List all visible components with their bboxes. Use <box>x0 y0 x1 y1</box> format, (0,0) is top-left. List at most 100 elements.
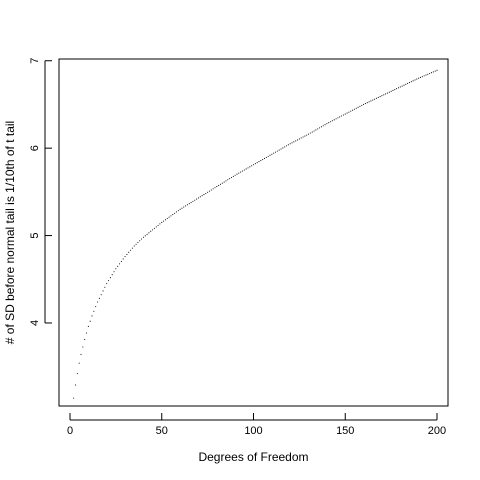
data-point <box>408 82 411 84</box>
data-point <box>355 107 357 109</box>
data-point <box>212 188 214 190</box>
data-point <box>155 226 157 228</box>
data-point <box>427 73 429 75</box>
data-point <box>133 245 135 247</box>
data-point <box>267 155 269 157</box>
data-point <box>425 74 427 76</box>
data-point <box>313 130 315 132</box>
data-point <box>229 178 231 180</box>
data-point <box>344 113 346 115</box>
data-point <box>285 145 288 147</box>
data-point <box>170 215 172 217</box>
data-point <box>436 69 438 71</box>
data-point <box>306 134 308 136</box>
data-point <box>410 81 412 83</box>
data-point <box>388 91 390 93</box>
data-point <box>397 87 400 89</box>
data-point <box>137 242 139 244</box>
data-point <box>401 85 403 87</box>
data-point <box>166 217 168 220</box>
data-point <box>144 235 146 237</box>
data-point <box>333 119 335 121</box>
data-point <box>241 170 244 172</box>
data-point <box>396 88 398 90</box>
data-point <box>339 116 341 118</box>
data-point <box>95 306 97 308</box>
data-point <box>320 126 322 128</box>
data-point <box>207 191 209 193</box>
data-point <box>317 128 319 130</box>
data-point <box>293 141 295 143</box>
data-point <box>216 186 218 188</box>
data-points <box>73 69 438 399</box>
data-point <box>210 189 212 191</box>
data-point <box>282 147 284 149</box>
data-point <box>120 260 122 262</box>
data-point <box>201 195 203 197</box>
data-point <box>350 110 352 112</box>
data-point <box>383 94 385 96</box>
data-point <box>392 89 394 92</box>
data-point <box>319 127 321 129</box>
data-point <box>335 118 337 120</box>
data-point <box>232 175 234 177</box>
data-point <box>274 151 277 153</box>
data-point <box>330 121 332 123</box>
data-point <box>205 192 207 194</box>
data-point <box>163 220 165 222</box>
data-point <box>251 165 253 167</box>
data-point <box>159 223 161 225</box>
data-point <box>113 271 115 273</box>
data-point <box>366 102 368 104</box>
data-point <box>304 135 306 137</box>
x-tick-label: 200 <box>428 425 446 437</box>
data-point <box>364 103 366 105</box>
data-point <box>377 96 379 99</box>
data-point <box>245 168 247 170</box>
data-point <box>221 182 223 184</box>
data-point <box>337 117 339 119</box>
data-point <box>324 124 326 126</box>
data-point <box>96 301 99 303</box>
data-point <box>300 137 302 139</box>
data-point <box>109 277 111 279</box>
data-point <box>214 187 216 189</box>
data-point <box>238 172 240 174</box>
data-point <box>296 139 299 141</box>
data-point <box>291 142 293 144</box>
data-point <box>192 200 194 202</box>
data-point <box>172 214 174 216</box>
data-point <box>302 136 304 138</box>
data-point <box>418 77 420 79</box>
data-point <box>429 72 431 75</box>
data-point <box>368 101 370 103</box>
data-point <box>381 95 383 97</box>
data-point <box>375 97 377 99</box>
x-tick-label: 0 <box>67 425 73 437</box>
data-point <box>359 105 361 107</box>
data-point <box>194 199 196 201</box>
data-point <box>130 249 132 251</box>
data-point <box>98 297 100 299</box>
data-point <box>122 258 124 260</box>
data-point <box>280 148 282 150</box>
data-point <box>372 99 374 101</box>
data-point <box>352 109 354 111</box>
data-point <box>73 397 75 399</box>
data-point <box>199 196 201 198</box>
data-point <box>218 184 220 187</box>
data-point <box>188 203 190 205</box>
data-point <box>363 103 365 105</box>
data-point <box>185 205 187 207</box>
data-point <box>219 183 222 185</box>
data-point <box>117 265 119 267</box>
x-axis: 0 50 100 150 200 <box>67 413 446 437</box>
data-point <box>407 82 409 85</box>
x-tick-label: 150 <box>336 425 354 437</box>
data-point <box>252 164 255 166</box>
data-point <box>223 181 225 183</box>
data-point <box>106 283 108 285</box>
plot-frame <box>58 58 449 407</box>
data-point <box>161 221 163 223</box>
